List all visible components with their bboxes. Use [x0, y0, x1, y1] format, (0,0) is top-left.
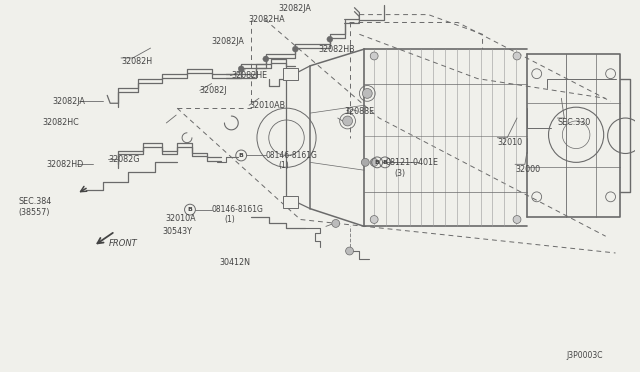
Text: B: B — [239, 153, 244, 158]
Text: B: B — [374, 160, 380, 165]
Text: (1): (1) — [278, 161, 289, 170]
Text: B: B — [383, 160, 387, 165]
Text: 32082HA: 32082HA — [248, 15, 285, 24]
Circle shape — [370, 158, 378, 166]
Text: (38557): (38557) — [19, 208, 50, 217]
Text: 32082HC: 32082HC — [42, 118, 79, 128]
Text: 32082JA: 32082JA — [278, 4, 312, 13]
Text: 08146-8161G: 08146-8161G — [212, 205, 264, 214]
Circle shape — [263, 56, 269, 62]
Text: B: B — [188, 207, 193, 212]
Text: 08146-8161G: 08146-8161G — [266, 151, 317, 160]
Text: 08121-0401E: 08121-0401E — [385, 158, 438, 167]
Circle shape — [513, 52, 521, 60]
Text: 32082JA: 32082JA — [52, 97, 85, 106]
Text: 32010A: 32010A — [165, 214, 196, 223]
Text: SEC.330: SEC.330 — [557, 118, 591, 128]
Text: 32082G: 32082G — [108, 155, 140, 164]
Text: 32082H: 32082H — [121, 57, 152, 66]
Text: SEC.384: SEC.384 — [19, 197, 52, 206]
Circle shape — [332, 219, 340, 227]
Circle shape — [346, 247, 353, 255]
Text: (1): (1) — [225, 215, 235, 224]
FancyBboxPatch shape — [283, 68, 298, 80]
Text: 32010: 32010 — [497, 138, 522, 147]
Circle shape — [370, 52, 378, 60]
FancyBboxPatch shape — [283, 196, 298, 208]
Text: 32082HD: 32082HD — [46, 160, 83, 169]
Circle shape — [238, 66, 244, 72]
Text: 32082J: 32082J — [200, 86, 227, 95]
Circle shape — [292, 46, 298, 52]
Circle shape — [362, 158, 369, 166]
Text: 32082JA: 32082JA — [212, 37, 244, 46]
Text: 30543Y: 30543Y — [163, 227, 192, 236]
Circle shape — [370, 215, 378, 224]
Circle shape — [513, 215, 521, 224]
Text: 32010AB: 32010AB — [249, 101, 285, 110]
Circle shape — [342, 116, 353, 126]
Text: 32000: 32000 — [515, 165, 540, 174]
Text: 32082HE: 32082HE — [231, 71, 268, 80]
Text: 30412N: 30412N — [220, 258, 250, 267]
Text: J3P0003C: J3P0003C — [566, 351, 603, 360]
Text: (3): (3) — [394, 169, 405, 178]
Circle shape — [362, 89, 372, 98]
Text: 32088E: 32088E — [344, 107, 375, 116]
Text: 32082HB: 32082HB — [318, 45, 355, 54]
Text: FRONT: FRONT — [109, 238, 138, 248]
Circle shape — [327, 36, 333, 42]
